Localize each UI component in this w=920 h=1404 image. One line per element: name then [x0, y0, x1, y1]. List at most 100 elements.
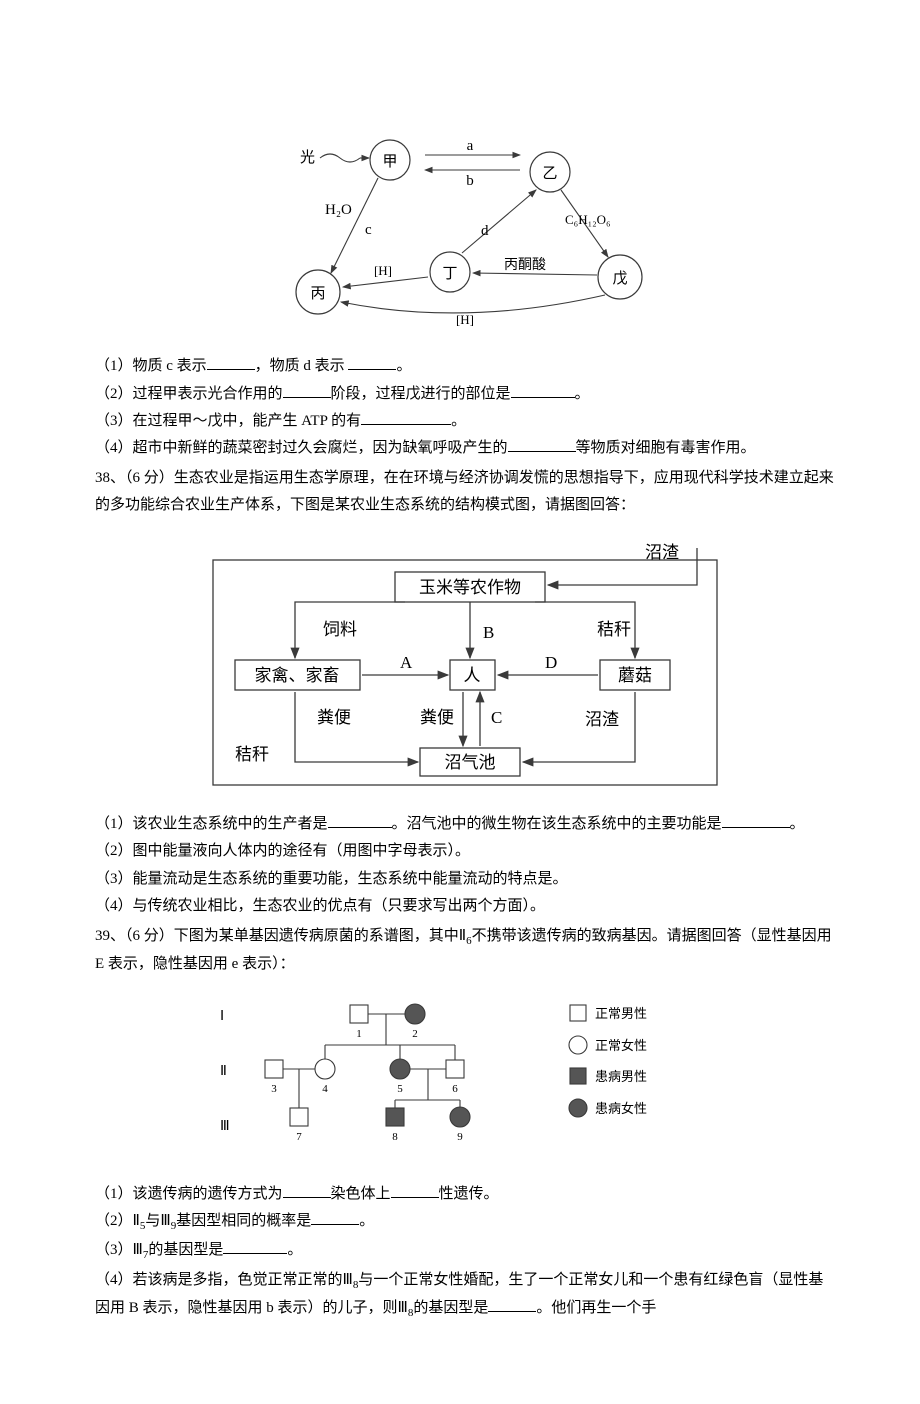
p-5: 5 [397, 1083, 403, 1095]
dia2-feed: 饲料 [323, 620, 357, 639]
gen-3: Ⅲ [220, 1119, 230, 1134]
dia1-light: 光 [300, 149, 315, 166]
dia2-wrapper: 玉米等农作物 家禽、家畜 人 蘑菇 沼气池 沼渣 饲料 B 秸秆 A D 粪便 [95, 530, 835, 799]
dia1-h2o: H₂O [325, 202, 352, 218]
dia2-B: B [483, 623, 494, 642]
dia1-jia: 甲 [382, 154, 397, 170]
q37-1-a: （1）物质 c 表示 [95, 358, 207, 374]
dia1-b: b [466, 173, 474, 189]
q39-2b: 与Ⅲ [145, 1213, 170, 1229]
dia1-wrapper: 甲 乙 丙 丁 戊 光 a b H₂O c d C₆H₁₂O₆ 丙酮酸 [95, 132, 835, 341]
dia2-feces2: 粪便 [420, 708, 454, 727]
dia2-A: A [400, 653, 413, 672]
dia2-zhazha-r: 沼渣 [585, 710, 619, 729]
q37-2: （2）过程甲表示光合作用的阶段，过程戊进行的部位是。 [95, 381, 835, 407]
dia2-zhazha-t: 沼渣 [645, 543, 679, 562]
q38-lead: 38、（6 分）生态农业是指运用生态学原理，在在环境与经济协调发慌的思想指导下，… [95, 465, 835, 518]
q39-1b: 染色体上 [331, 1186, 391, 1202]
q38-2: （2）图中能量液向人体内的途径有（用图中字母表示）。 [95, 838, 835, 864]
leg-fn: 正常女性 [595, 1038, 647, 1053]
p-8: 8 [392, 1131, 398, 1143]
gen-1: Ⅰ [220, 1009, 224, 1024]
q37-2-a: （2）过程甲表示光合作用的 [95, 386, 283, 402]
dia1-pyruvate: 丙酮酸 [504, 257, 546, 273]
q37-4-a: （4）超市中新鲜的蔬菜密封过久会腐烂，因为缺氧呼吸产生的 [95, 440, 508, 456]
blank [722, 813, 790, 828]
dia1: 甲 乙 丙 丁 戊 光 a b H₂O c d C₆H₁₂O₆ 丙酮酸 [265, 132, 665, 332]
q39-1c: 性遗传。 [439, 1186, 499, 1202]
q37-1-c: 。 [396, 358, 411, 374]
p-7: 7 [296, 1131, 302, 1143]
blank [511, 383, 575, 398]
q39-4a: （4）若该病是多指，色觉正常正常的Ⅲ [95, 1272, 353, 1288]
pedigree-wrapper: Ⅰ Ⅱ Ⅲ 1 2 3 4 5 6 7 [95, 990, 835, 1169]
dia1-ding: 丁 [442, 266, 457, 282]
blank [311, 1210, 359, 1225]
q38-4: （4）与传统农业相比，生态农业的优点有（只要求写出两个方面）。 [95, 893, 835, 919]
q39-2a: （2）Ⅱ [95, 1213, 140, 1229]
dia1-bing: 丙 [310, 286, 325, 302]
q39-2: （2）Ⅱ5与Ⅲ9基因型相同的概率是。 [95, 1208, 835, 1236]
pedigree: Ⅰ Ⅱ Ⅲ 1 2 3 4 5 6 7 [200, 990, 730, 1160]
dia2-C: C [491, 708, 502, 727]
leg-ma: 患病男性 [595, 1069, 647, 1084]
q39-1a: （1）该遗传病的遗传方式为 [95, 1186, 283, 1202]
gen-2: Ⅱ [220, 1064, 227, 1079]
blank [508, 437, 576, 452]
p-9: 9 [457, 1131, 463, 1143]
q37-3: （3）在过程甲～戊中，能产生 ATP 的有 。 [95, 408, 835, 434]
leg-fa: 患病女性 [595, 1101, 647, 1116]
blank [348, 355, 396, 370]
leg-mn: 正常男性 [595, 1006, 647, 1021]
p-3: 3 [271, 1083, 277, 1095]
blank [207, 355, 255, 370]
blank [361, 410, 451, 425]
q38-1: （1）该农业生态系统中的生产者是 。沼气池中的微生物在该生态系统中的主要功能是 。 [95, 811, 835, 837]
q39-la: 39、（6 分）下图为某单基因遗传病原菌的系谱图，其中Ⅱ [95, 928, 466, 944]
q39-1: （1）该遗传病的遗传方式为 染色体上 性遗传。 [95, 1181, 835, 1207]
dia2-mushroom: 蘑菇 [618, 666, 652, 685]
dia1-h2: [H] [456, 312, 474, 327]
q38-1-c: 。 [790, 816, 805, 832]
blank [328, 813, 392, 828]
dia1-c: c [365, 222, 372, 238]
dia2-livestock: 家禽、家畜 [255, 666, 340, 685]
p-2: 2 [412, 1028, 418, 1040]
dia2-feces1: 粪便 [317, 708, 351, 727]
p-6: 6 [452, 1083, 458, 1095]
q38-1-a: （1）该农业生态系统中的生产者是 [95, 816, 328, 832]
p-4: 4 [322, 1083, 328, 1095]
blank [391, 1183, 439, 1198]
blank [283, 1183, 331, 1198]
q39-4c: 的基因型是 [413, 1300, 488, 1316]
blank [488, 1297, 536, 1312]
dia2-biogas: 沼气池 [445, 753, 496, 772]
dia2: 玉米等农作物 家禽、家畜 人 蘑菇 沼气池 沼渣 饲料 B 秸秆 A D 粪便 [205, 530, 725, 790]
q37-4-b: 等物质对细胞有毒害作用。 [576, 440, 756, 456]
blank [223, 1239, 287, 1254]
q37-4: （4）超市中新鲜的蔬菜密封过久会腐烂，因为缺氧呼吸产生的 等物质对细胞有毒害作用。 [95, 435, 835, 461]
dia1-d: d [481, 223, 489, 239]
dia2-crops: 玉米等农作物 [419, 578, 521, 597]
dia1-a: a [467, 138, 474, 154]
q38-1-b: 。沼气池中的微生物在该生态系统中的主要功能是 [392, 816, 722, 832]
q37-3-a: （3）在过程甲～戊中，能产生 ATP 的有 [95, 413, 361, 429]
q37-3-b: 。 [451, 413, 466, 429]
q39-3: （3）Ⅲ7的基因型是。 [95, 1237, 835, 1265]
dia1-wu: 戊 [612, 270, 627, 287]
dia1-h1: [H] [374, 263, 392, 278]
q39-3b: 的基因型是 [148, 1242, 223, 1258]
dia2-D: D [545, 653, 557, 672]
dia1-c6: C₆H₁₂O₆ [565, 212, 611, 227]
blank [283, 383, 331, 398]
dia2-human: 人 [464, 666, 481, 685]
q39-3a: （3）Ⅲ [95, 1242, 143, 1258]
q39-2d: 。 [359, 1213, 374, 1229]
p-1: 1 [356, 1028, 362, 1040]
q39-4d: 。他们再生一个手 [536, 1300, 656, 1316]
q39-4: （4）若该病是多指，色觉正常正常的Ⅲ8与一个正常女性婚配，生了一个正常女儿和一个… [95, 1267, 835, 1324]
q39-3c: 。 [287, 1242, 302, 1258]
q37-1-b: ，物质 d 表示 [255, 358, 349, 374]
dia2-straw2: 秸秆 [235, 745, 269, 764]
q38-3: （3）能量流动是生态系统的重要功能，生态系统中能量流动的特点是。 [95, 866, 835, 892]
